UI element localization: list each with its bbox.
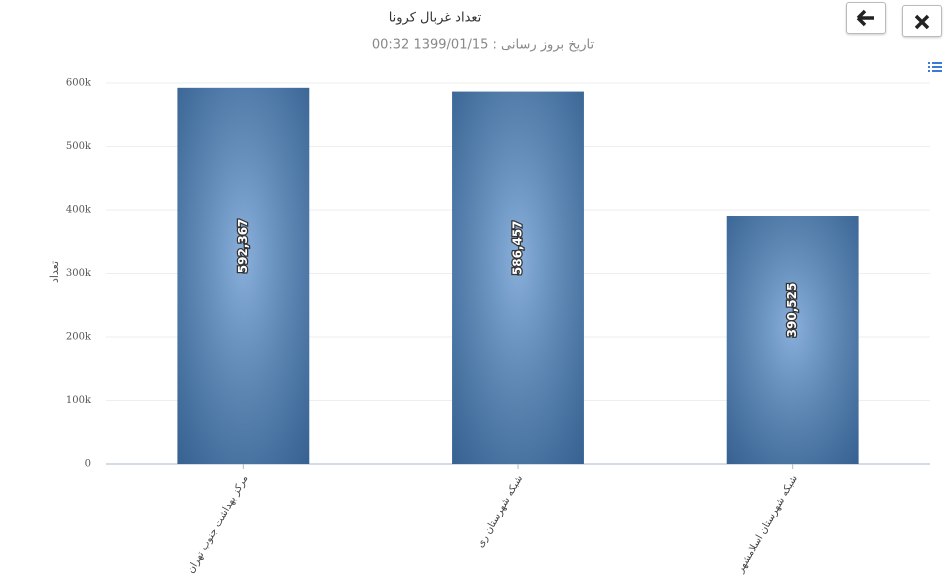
back-button[interactable]	[846, 2, 886, 34]
back-icon	[856, 9, 874, 27]
y-tick-label: 0	[85, 459, 91, 470]
chart-title: تعداد غربال کرونا	[389, 11, 482, 26]
data-label: 390,525	[785, 283, 799, 338]
bar-shade	[177, 87, 310, 464]
data-label: 592,367	[236, 219, 250, 274]
chart-subtitle: تاریخ بروز رسانی : 1399/01/15 00:32	[372, 38, 595, 53]
y-tick-label: 600k	[66, 78, 92, 89]
y-axis-label: تعداد	[48, 261, 61, 283]
y-tick-label: 400k	[66, 205, 92, 216]
x-tick-label: شبکه شهرستان ری	[475, 474, 525, 550]
close-icon	[914, 14, 930, 30]
y-tick-label: 100k	[66, 395, 92, 406]
x-tick-label: شبکه شهرستان اسلامشهر	[735, 474, 800, 575]
data-label: 586,457	[511, 220, 525, 275]
y-tick-label: 500k	[66, 141, 92, 152]
y-tick-label: 300k	[66, 268, 92, 279]
bar-shade	[726, 216, 859, 464]
menu-icon[interactable]	[928, 62, 942, 72]
x-tick-label: مرکز بهداشت جنوب تهران	[185, 474, 250, 575]
close-button[interactable]	[902, 5, 942, 37]
y-tick-label: 200k	[66, 332, 92, 343]
bar-shade	[452, 91, 584, 465]
